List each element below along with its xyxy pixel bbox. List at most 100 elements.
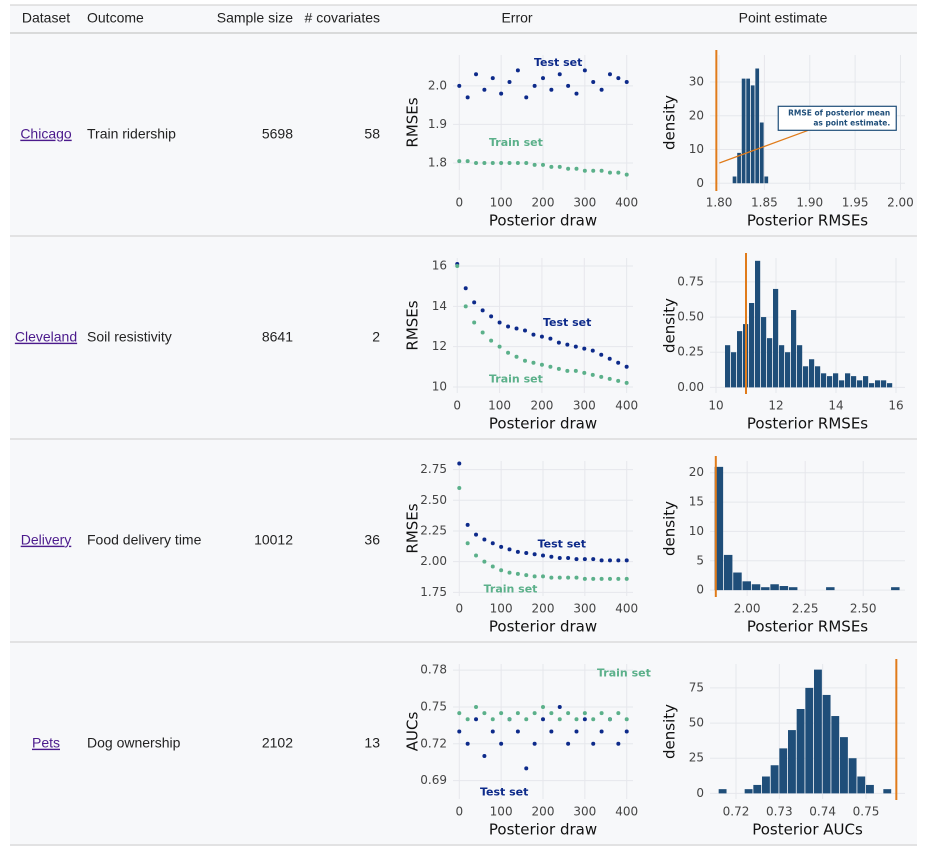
y-tick-label: 0.50 xyxy=(677,310,704,324)
data-point xyxy=(482,754,487,759)
y-tick-label: 5 xyxy=(696,553,704,567)
histogram-bar xyxy=(762,776,770,794)
data-point xyxy=(465,522,470,527)
histogram-bar xyxy=(827,376,833,388)
histogram-bar xyxy=(791,310,797,388)
data-point xyxy=(474,553,479,558)
histogram-bar xyxy=(815,366,821,388)
data-point xyxy=(549,554,554,559)
x-tick-label: 0.72 xyxy=(723,805,750,819)
data-point xyxy=(574,575,579,580)
data-point xyxy=(557,575,562,580)
x-tick-label: 0.74 xyxy=(809,805,836,819)
data-point xyxy=(557,704,562,709)
data-point xyxy=(457,711,462,716)
x-axis-label: Posterior draw xyxy=(489,618,597,636)
histogram-bar xyxy=(761,587,770,591)
x-tick-label: 1.85 xyxy=(751,196,778,210)
histogram-bar xyxy=(821,373,827,388)
data-point xyxy=(532,83,537,88)
data-point xyxy=(624,380,629,385)
data-point xyxy=(599,729,604,734)
y-tick-label: 15 xyxy=(689,495,704,509)
dataset-link[interactable]: Delivery xyxy=(21,532,72,548)
data-point xyxy=(465,159,470,164)
series-label: Train set xyxy=(489,373,543,386)
data-point xyxy=(490,564,495,569)
data-point xyxy=(515,161,520,165)
y-tick-label: 25 xyxy=(689,751,704,765)
histogram-bar xyxy=(741,78,746,184)
column-header: # covariates xyxy=(305,10,380,26)
annotation-box xyxy=(777,105,897,131)
y-tick-label: 0.72 xyxy=(420,736,447,750)
y-axis-label: density xyxy=(661,298,679,353)
y-tick-label: 10 xyxy=(689,524,704,538)
histogram-bar xyxy=(770,765,779,794)
histogram-bar xyxy=(826,587,835,591)
x-axis-label: Posterior RMSEs xyxy=(747,212,868,230)
data-point xyxy=(490,717,495,722)
x-tick-label: 0 xyxy=(455,196,463,210)
data-point xyxy=(566,741,571,746)
data-point xyxy=(515,68,520,73)
table-cell: Train ridership xyxy=(87,126,176,142)
histogram-bar xyxy=(788,730,796,794)
data-point xyxy=(532,574,537,579)
data-point xyxy=(591,168,596,173)
x-tick-label: 2.00 xyxy=(887,196,914,210)
histogram-bar xyxy=(822,694,831,794)
table-cell: 36 xyxy=(364,532,380,548)
x-tick-label: 400 xyxy=(615,399,638,413)
x-axis-label: Posterior RMSEs xyxy=(747,415,868,433)
y-axis-label: density xyxy=(661,704,679,759)
data-point xyxy=(616,711,621,716)
data-point xyxy=(532,162,537,167)
y-tick-label: 2.75 xyxy=(420,462,447,476)
data-point xyxy=(480,308,485,313)
y-tick-label: 0.78 xyxy=(420,663,447,677)
data-point xyxy=(539,334,544,339)
data-point xyxy=(465,541,470,546)
data-point xyxy=(489,314,494,319)
data-point xyxy=(541,704,545,709)
histogram-bar xyxy=(755,68,760,184)
data-point xyxy=(557,555,562,560)
series-label: Test set xyxy=(534,56,582,69)
x-tick-label: 1.90 xyxy=(796,196,823,210)
y-tick-label: 2.25 xyxy=(420,523,447,537)
column-header: Point estimate xyxy=(739,10,828,26)
y-axis-label: AUCs xyxy=(404,712,422,752)
data-point xyxy=(497,344,502,349)
data-point xyxy=(515,729,520,734)
data-point xyxy=(599,374,604,379)
x-tick-label: 100 xyxy=(490,602,513,616)
dataset-link[interactable]: Cleveland xyxy=(15,329,77,345)
dataset-link[interactable]: Chicago xyxy=(20,126,72,142)
x-tick-label: 10 xyxy=(708,399,723,413)
x-tick-label: 100 xyxy=(490,196,513,210)
histogram-bar xyxy=(779,345,785,388)
data-point xyxy=(582,717,587,722)
table-cell: 10012 xyxy=(254,532,293,548)
data-point xyxy=(532,711,537,716)
dataset-link[interactable]: Pets xyxy=(32,735,60,751)
data-point xyxy=(616,576,621,581)
data-point xyxy=(523,328,527,333)
histogram-bar xyxy=(767,338,773,388)
data-point xyxy=(514,326,519,331)
histogram-bar xyxy=(737,152,741,184)
annotation-text: as point estimate. xyxy=(813,118,890,127)
data-point xyxy=(474,532,479,537)
data-point xyxy=(490,161,495,165)
data-point xyxy=(490,729,495,734)
data-point xyxy=(506,350,511,355)
data-point xyxy=(616,558,621,563)
data-point xyxy=(624,80,629,84)
data-point xyxy=(574,91,579,96)
histogram-bar xyxy=(770,584,779,591)
data-point xyxy=(566,575,571,580)
data-point xyxy=(574,166,579,171)
data-point xyxy=(624,172,629,177)
data-point xyxy=(474,72,479,77)
